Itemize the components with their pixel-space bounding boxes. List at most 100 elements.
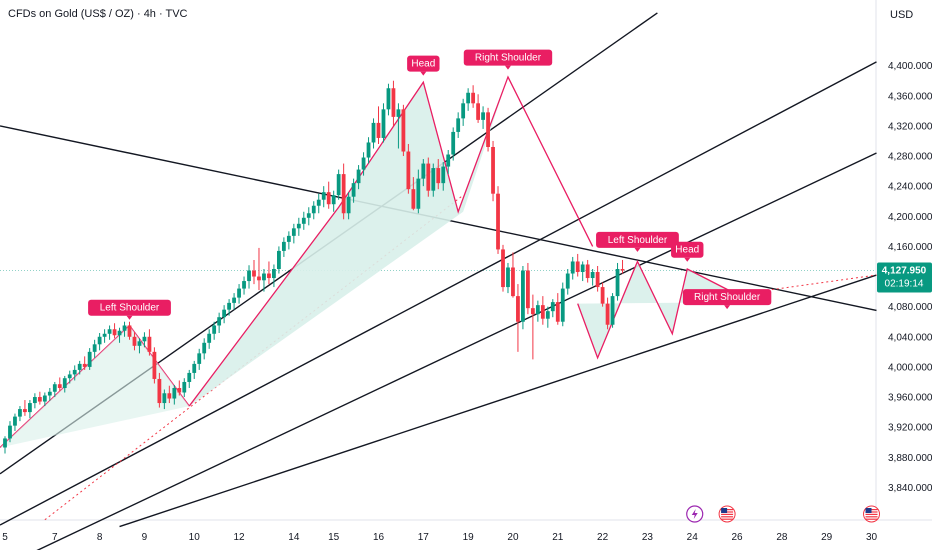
candle[interactable]: [326, 181, 331, 209]
candle[interactable]: [371, 118, 376, 149]
candle[interactable]: [62, 375, 67, 393]
candle[interactable]: [32, 393, 37, 409]
candle[interactable]: [516, 284, 520, 352]
candle[interactable]: [127, 321, 132, 340]
candle[interactable]: [107, 325, 112, 340]
candle[interactable]: [147, 329, 152, 356]
candle[interactable]: [152, 347, 157, 384]
candle[interactable]: [37, 391, 42, 405]
candle[interactable]: [506, 262, 510, 294]
pattern-label[interactable]: Head: [671, 241, 704, 262]
pattern-label[interactable]: Left Shoulder: [88, 299, 171, 320]
candle[interactable]: [142, 332, 147, 348]
candle[interactable]: [242, 276, 246, 295]
candle[interactable]: [291, 223, 296, 244]
candle[interactable]: [82, 356, 87, 370]
candle[interactable]: [471, 85, 476, 108]
candle[interactable]: [366, 137, 371, 164]
candle[interactable]: [575, 253, 580, 277]
candle[interactable]: [112, 323, 117, 339]
candle[interactable]: [306, 207, 311, 226]
candle[interactable]: [67, 370, 72, 384]
candle[interactable]: [227, 299, 231, 316]
candle[interactable]: [92, 339, 97, 358]
candle[interactable]: [272, 264, 276, 288]
lightning-icon[interactable]: [686, 505, 704, 523]
candle[interactable]: [132, 332, 137, 351]
candle[interactable]: [157, 372, 162, 408]
candle[interactable]: [117, 327, 122, 343]
candle[interactable]: [267, 261, 271, 285]
candle[interactable]: [87, 348, 92, 370]
currency-label[interactable]: USD: [890, 9, 914, 21]
candle[interactable]: [610, 293, 615, 328]
candle[interactable]: [496, 186, 500, 254]
candle[interactable]: [570, 256, 575, 280]
last-price-tag[interactable]: 4,127.950 02:19:14: [877, 262, 932, 293]
candle[interactable]: [386, 83, 391, 116]
candle[interactable]: [421, 159, 426, 187]
candle[interactable]: [406, 143, 411, 194]
pattern-label[interactable]: Right Shoulder: [682, 289, 772, 310]
candle[interactable]: [8, 421, 12, 443]
candle[interactable]: [545, 306, 550, 328]
candle[interactable]: [535, 300, 540, 322]
candle[interactable]: [346, 192, 351, 220]
candle[interactable]: [580, 261, 585, 282]
candle[interactable]: [351, 178, 356, 203]
candle[interactable]: [182, 378, 187, 398]
candle[interactable]: [550, 299, 555, 318]
pattern-label[interactable]: Right Shoulder: [463, 49, 553, 70]
candle[interactable]: [18, 406, 22, 422]
candle[interactable]: [286, 231, 291, 250]
candle[interactable]: [540, 296, 545, 325]
candle[interactable]: [52, 381, 57, 398]
mid-channel-line-2[interactable]: [0, 152, 877, 550]
candle[interactable]: [42, 392, 47, 407]
candle[interactable]: [13, 413, 17, 431]
candle[interactable]: [615, 262, 620, 301]
candle[interactable]: [590, 269, 595, 286]
candle[interactable]: [441, 162, 446, 191]
candle[interactable]: [585, 259, 590, 283]
candle[interactable]: [47, 387, 52, 401]
chart-symbol-title[interactable]: CFDs on Gold (US$ / OZ) · 4h · TVC: [8, 8, 188, 20]
candle[interactable]: [605, 297, 610, 330]
candle[interactable]: [23, 400, 27, 416]
candle[interactable]: [426, 157, 431, 197]
candle[interactable]: [102, 329, 107, 343]
candle[interactable]: [600, 282, 605, 307]
candle[interactable]: [565, 269, 570, 295]
candle[interactable]: [321, 186, 326, 208]
candle[interactable]: [207, 329, 212, 349]
candle[interactable]: [162, 389, 167, 410]
candle[interactable]: [446, 150, 451, 175]
candle[interactable]: [526, 262, 530, 315]
candle[interactable]: [122, 321, 127, 337]
candle[interactable]: [530, 294, 535, 360]
candle[interactable]: [296, 217, 301, 236]
candle[interactable]: [252, 259, 256, 285]
candle[interactable]: [560, 282, 565, 327]
candle[interactable]: [202, 338, 207, 360]
candle[interactable]: [511, 252, 515, 298]
candle[interactable]: [187, 369, 192, 388]
candle[interactable]: [97, 333, 102, 351]
candle[interactable]: [167, 385, 172, 404]
candle[interactable]: [3, 436, 7, 454]
candle[interactable]: [620, 259, 625, 274]
candle[interactable]: [595, 265, 600, 292]
mid-channel-line-1[interactable]: [0, 61, 877, 526]
candle[interactable]: [376, 106, 381, 144]
candle[interactable]: [192, 360, 197, 379]
pattern-outline-2[interactable]: [577, 259, 753, 360]
candle[interactable]: [316, 193, 321, 214]
candle[interactable]: [481, 106, 485, 129]
candle[interactable]: [217, 312, 222, 334]
pattern-label[interactable]: Head: [407, 55, 440, 76]
us-flag-icon[interactable]: [718, 505, 736, 523]
candle[interactable]: [521, 265, 525, 330]
candle[interactable]: [461, 98, 466, 126]
candle[interactable]: [555, 293, 560, 325]
